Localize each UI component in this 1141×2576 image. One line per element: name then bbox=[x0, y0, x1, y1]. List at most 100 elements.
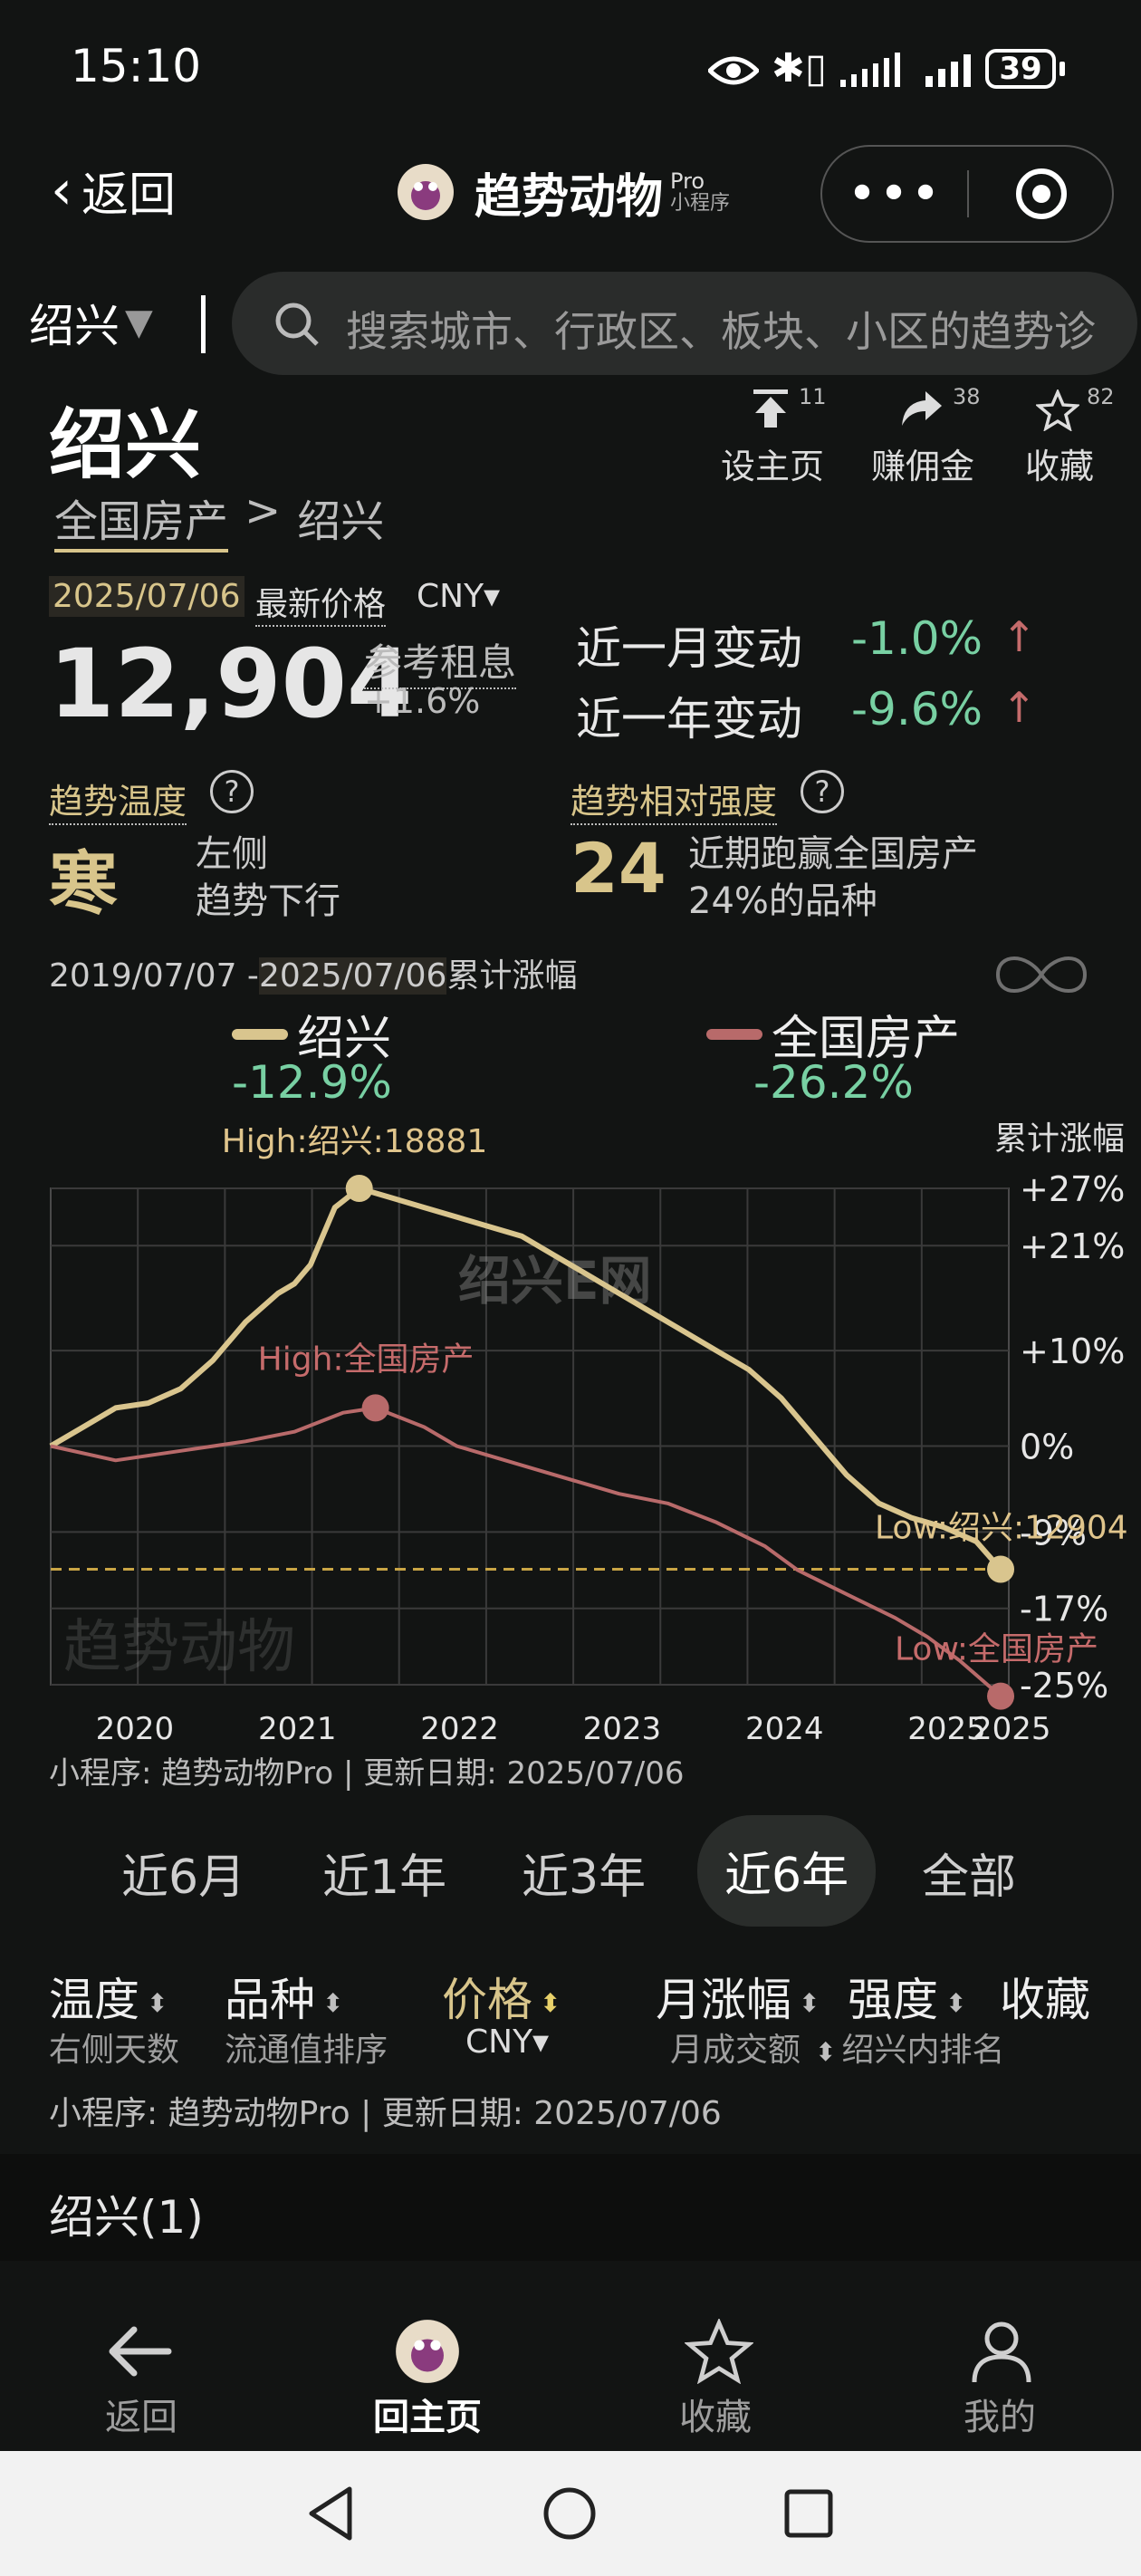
col-favorite[interactable]: 收藏 bbox=[1000, 1974, 1090, 2026]
search-icon bbox=[275, 303, 319, 346]
app-title-mini: 小程序 bbox=[670, 192, 731, 216]
sort-icon: ⬍ bbox=[815, 2036, 837, 2067]
bottom-nav-home[interactable]: 回主页 bbox=[366, 2319, 493, 2446]
user-icon bbox=[972, 2321, 1031, 2383]
set-home-count: 11 bbox=[799, 384, 827, 409]
tab-1y[interactable]: 近1年 bbox=[322, 1850, 447, 1905]
series-line-national bbox=[50, 1406, 1002, 1698]
strength-desc1: 近期跑赢全国房产 bbox=[688, 833, 978, 875]
y-tick-label: -17% bbox=[1020, 1590, 1108, 1629]
sort-icon: ⬍ bbox=[147, 1988, 168, 2018]
caret-down-icon: ▼ bbox=[125, 302, 153, 343]
pin-top-icon bbox=[753, 389, 788, 428]
y-tick-label: +27% bbox=[1020, 1169, 1125, 1209]
help-icon[interactable]: ? bbox=[801, 770, 844, 813]
bottom-nav-back-label: 返回 bbox=[105, 2397, 177, 2438]
favorite-button[interactable]: 82 收藏 bbox=[1018, 384, 1130, 486]
col-strength[interactable]: 强度 ⬍ bbox=[848, 1964, 966, 2029]
y-tick-label: +21% bbox=[1020, 1226, 1125, 1266]
col-variety[interactable]: 品种 ⬍ bbox=[225, 1964, 343, 2029]
tab-3y[interactable]: 近3年 bbox=[522, 1850, 647, 1905]
signal-icon-2 bbox=[925, 54, 971, 87]
watermark-site: 绍兴E网 bbox=[458, 1250, 652, 1312]
capsule-divider bbox=[967, 170, 969, 217]
system-home-icon[interactable] bbox=[542, 2485, 598, 2542]
status-bar: 15:10 ✱▯ 39 bbox=[0, 0, 1141, 136]
search-bar[interactable]: 搜索城市、行政区、板块、小区的趋势诊 bbox=[232, 272, 1137, 375]
bottom-nav-mine-label: 我的 bbox=[964, 2397, 1036, 2438]
tab-6y[interactable]: 近6年 bbox=[697, 1815, 877, 1927]
y-tick-label: -25% bbox=[1020, 1666, 1108, 1706]
app-logo bbox=[396, 2320, 459, 2383]
bottom-nav-back[interactable]: 返回 bbox=[91, 2319, 196, 2446]
breadcrumb-root[interactable]: 全国房产 bbox=[54, 485, 229, 553]
infinity-icon[interactable] bbox=[991, 947, 1092, 1002]
right-axis-title: 累计涨幅 bbox=[994, 1120, 1126, 1158]
sort-icon: ⬍ bbox=[540, 1988, 561, 2018]
col-strength-label: 强度 bbox=[848, 1974, 938, 2026]
col-temperature[interactable]: 温度 ⬍ bbox=[49, 1964, 168, 2029]
col-variety-sub: 流通值排序 bbox=[225, 2032, 388, 2069]
legend-name: 全国房产 bbox=[772, 1012, 961, 1066]
x-tick-label: 2021 bbox=[258, 1711, 337, 1747]
group-header[interactable]: 绍兴(1) bbox=[0, 2154, 1141, 2261]
col-price-sub[interactable]: CNY▾ bbox=[465, 2023, 550, 2061]
chart-footer: 小程序: 趋势动物Pro | 更新日期: 2025/07/06 bbox=[49, 1755, 685, 1792]
bottom-nav-home-label: 回主页 bbox=[373, 2397, 482, 2438]
y-tick-label: +10% bbox=[1020, 1331, 1125, 1371]
bottom-nav-favorites-label: 收藏 bbox=[679, 2397, 752, 2438]
chart-annotation: High:绍兴:18881 bbox=[222, 1123, 488, 1160]
arrow-up-icon: ↑ bbox=[1002, 683, 1037, 732]
system-back-icon[interactable] bbox=[304, 2485, 359, 2542]
legend-item-shaoxing[interactable]: 绍兴 bbox=[232, 1000, 391, 1068]
legend-item-national[interactable]: 全国房产 bbox=[706, 1000, 960, 1068]
trend-temp-label: 趋势温度 bbox=[49, 774, 187, 825]
col-temperature-label: 温度 bbox=[49, 1974, 139, 2026]
page-title: 绍兴 bbox=[49, 400, 202, 489]
eye-icon bbox=[708, 56, 759, 85]
currency-selector[interactable]: CNY▾ bbox=[417, 578, 501, 615]
earn-commission-button[interactable]: 38 赚佣金 bbox=[868, 384, 981, 486]
bottom-nav-mine[interactable]: 我的 bbox=[951, 2319, 1056, 2446]
y-tick-label: 0% bbox=[1020, 1427, 1074, 1467]
more-dots-icon: ••• bbox=[847, 164, 943, 224]
back-button[interactable]: ‹ 返回 bbox=[51, 154, 176, 226]
col-price[interactable]: 价格 ⬍ bbox=[442, 1964, 561, 2029]
high-point-marker bbox=[345, 1175, 373, 1202]
x-tick-label: 2024 bbox=[745, 1711, 824, 1747]
favorite-count: 82 bbox=[1087, 384, 1115, 409]
city-selector[interactable]: 绍兴 ▼ bbox=[29, 288, 153, 357]
x-tick-label: 2022 bbox=[420, 1711, 499, 1747]
legend-change: -26.2% bbox=[753, 1056, 914, 1109]
favorite-label: 收藏 bbox=[1025, 447, 1095, 486]
app-logo bbox=[398, 164, 454, 220]
low-point-marker bbox=[987, 1682, 1015, 1710]
x-tick-label: 2025 bbox=[907, 1711, 986, 1747]
breadcrumb: 全国房产 > 绍兴 bbox=[54, 485, 384, 553]
col-month-change[interactable]: 月涨幅 ⬍ bbox=[656, 1964, 820, 2029]
x-tick-label: 2025 bbox=[973, 1711, 1051, 1747]
system-nav-bar bbox=[0, 2451, 1141, 2576]
chart-annotation: High:全国房产 bbox=[258, 1341, 475, 1378]
system-recents-icon[interactable] bbox=[782, 2487, 835, 2540]
share-icon bbox=[902, 391, 942, 426]
col-month-change-label: 月涨幅 bbox=[656, 1974, 791, 2026]
arrow-left-icon bbox=[109, 2326, 172, 2377]
more-button[interactable]: ••• bbox=[822, 147, 967, 241]
bottom-nav-favorites[interactable]: 收藏 bbox=[670, 2319, 775, 2446]
tab-6m[interactable]: 近6月 bbox=[121, 1850, 246, 1905]
y-tick-label: -9% bbox=[1020, 1513, 1087, 1552]
close-miniprogram-button[interactable] bbox=[969, 147, 1114, 241]
tab-all[interactable]: 全部 bbox=[922, 1850, 1017, 1905]
set-home-button[interactable]: 11 设主页 bbox=[717, 384, 829, 486]
help-icon[interactable]: ? bbox=[210, 770, 254, 813]
price-label: 最新价格 bbox=[255, 578, 387, 627]
arrow-up-icon: ↑ bbox=[1002, 612, 1037, 661]
earn-commission-count: 38 bbox=[953, 384, 981, 409]
divider bbox=[201, 295, 206, 353]
trend-temp-desc2: 趋势下行 bbox=[196, 880, 340, 922]
chevron-left-icon: ‹ bbox=[51, 159, 72, 222]
x-tick-label: 2020 bbox=[96, 1711, 175, 1747]
chart-annotation: Low:绍兴:12904 bbox=[875, 1509, 1128, 1546]
strength-value: 24 bbox=[570, 828, 666, 908]
